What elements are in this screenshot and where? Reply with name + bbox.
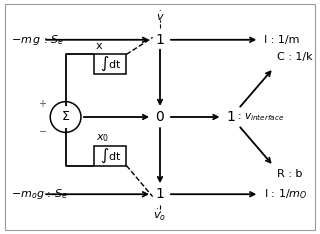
Ellipse shape [50,102,81,132]
Text: 1: 1 [156,33,164,47]
Bar [94,146,126,166]
Text: C : 1/k: C : 1/k [277,52,312,62]
Text: $\dot{v}_o$: $\dot{v}_o$ [154,208,166,223]
Text: $-m_og$ : $S_e$: $-m_og$ : $S_e$ [11,187,68,201]
Text: : $v_{interface}$: : $v_{interface}$ [234,111,284,123]
Text: 1: 1 [156,187,164,201]
Text: $-m\,g$ : $S_e$: $-m\,g$ : $S_e$ [11,33,65,47]
Text: I : 1/m: I : 1/m [264,35,300,45]
Text: $\int$dt: $\int$dt [100,55,121,73]
Text: 0: 0 [156,110,164,124]
Text: $\int$dt: $\int$dt [100,147,121,165]
Text: $\Sigma$: $\Sigma$ [61,110,70,124]
Text: $\dot{v}$: $\dot{v}$ [156,10,164,23]
Bar [94,54,126,74]
Text: x: x [96,41,103,51]
Text: $-$: $-$ [38,125,47,135]
Text: +: + [38,99,46,109]
Text: R : b: R : b [277,169,302,179]
Text: I : 1/$m_O$: I : 1/$m_O$ [264,187,308,201]
Text: $x_0$: $x_0$ [96,132,109,144]
Text: 1: 1 [226,110,235,124]
